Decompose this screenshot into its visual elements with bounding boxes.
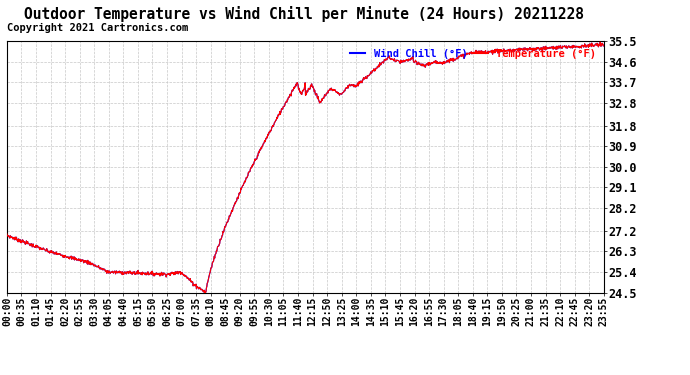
Legend: Wind Chill (°F), Temperature (°F): Wind Chill (°F), Temperature (°F): [348, 46, 598, 61]
Text: Copyright 2021 Cartronics.com: Copyright 2021 Cartronics.com: [7, 22, 188, 33]
Text: Outdoor Temperature vs Wind Chill per Minute (24 Hours) 20211228: Outdoor Temperature vs Wind Chill per Mi…: [23, 6, 584, 22]
